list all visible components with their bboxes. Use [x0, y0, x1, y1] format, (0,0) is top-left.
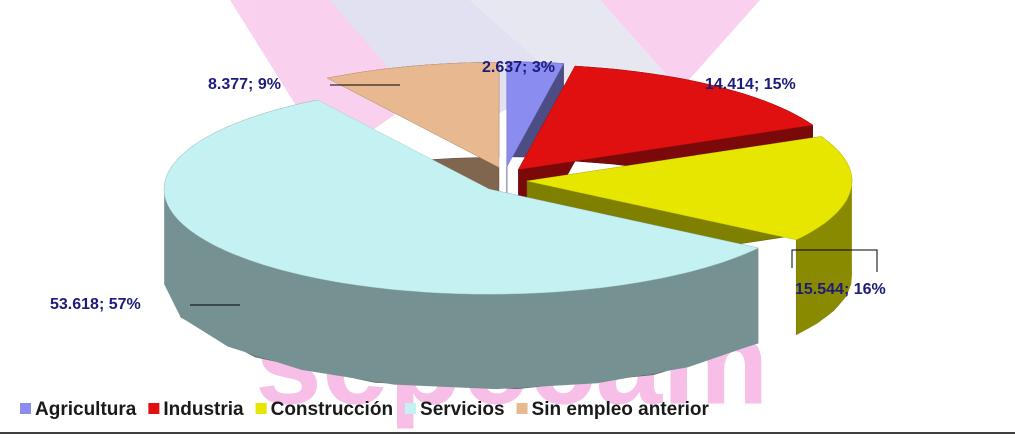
- pie-slice: [517, 65, 814, 170]
- data-label: 15.544; 16%: [795, 281, 886, 298]
- legend-label: Sin empleo anterior: [532, 399, 710, 420]
- legend-swatch: [405, 403, 417, 414]
- pie-slice: [163, 99, 760, 295]
- legend-swatch: [516, 403, 528, 414]
- data-label: 8.377; 9%: [208, 76, 281, 93]
- pie-slice: [526, 136, 853, 241]
- legend-label: Industria: [163, 399, 244, 420]
- leader-line: [791, 249, 878, 272]
- pie-slice: [506, 61, 565, 167]
- legend-swatch: [148, 403, 160, 414]
- legend: Agricultura Industria Construcción Servicio…: [20, 399, 710, 420]
- slice-wall: [164, 189, 759, 390]
- data-label: 53.618; 57%: [50, 296, 141, 313]
- logo-shape: [230, 0, 430, 160]
- logo-shape: [600, 0, 760, 90]
- logo-shape: [470, 0, 680, 90]
- slice-wall: [796, 181, 852, 335]
- data-label: 14.414; 15%: [705, 76, 796, 93]
- legend-swatch: [20, 403, 31, 414]
- legend-label: Agricultura: [35, 399, 137, 420]
- legend-label: Servicios: [420, 399, 505, 420]
- pie-slice: [326, 62, 500, 168]
- legend-swatch: [255, 403, 267, 414]
- legend-label: Construcción: [271, 399, 393, 420]
- data-label: 2.637; 3%: [482, 59, 555, 76]
